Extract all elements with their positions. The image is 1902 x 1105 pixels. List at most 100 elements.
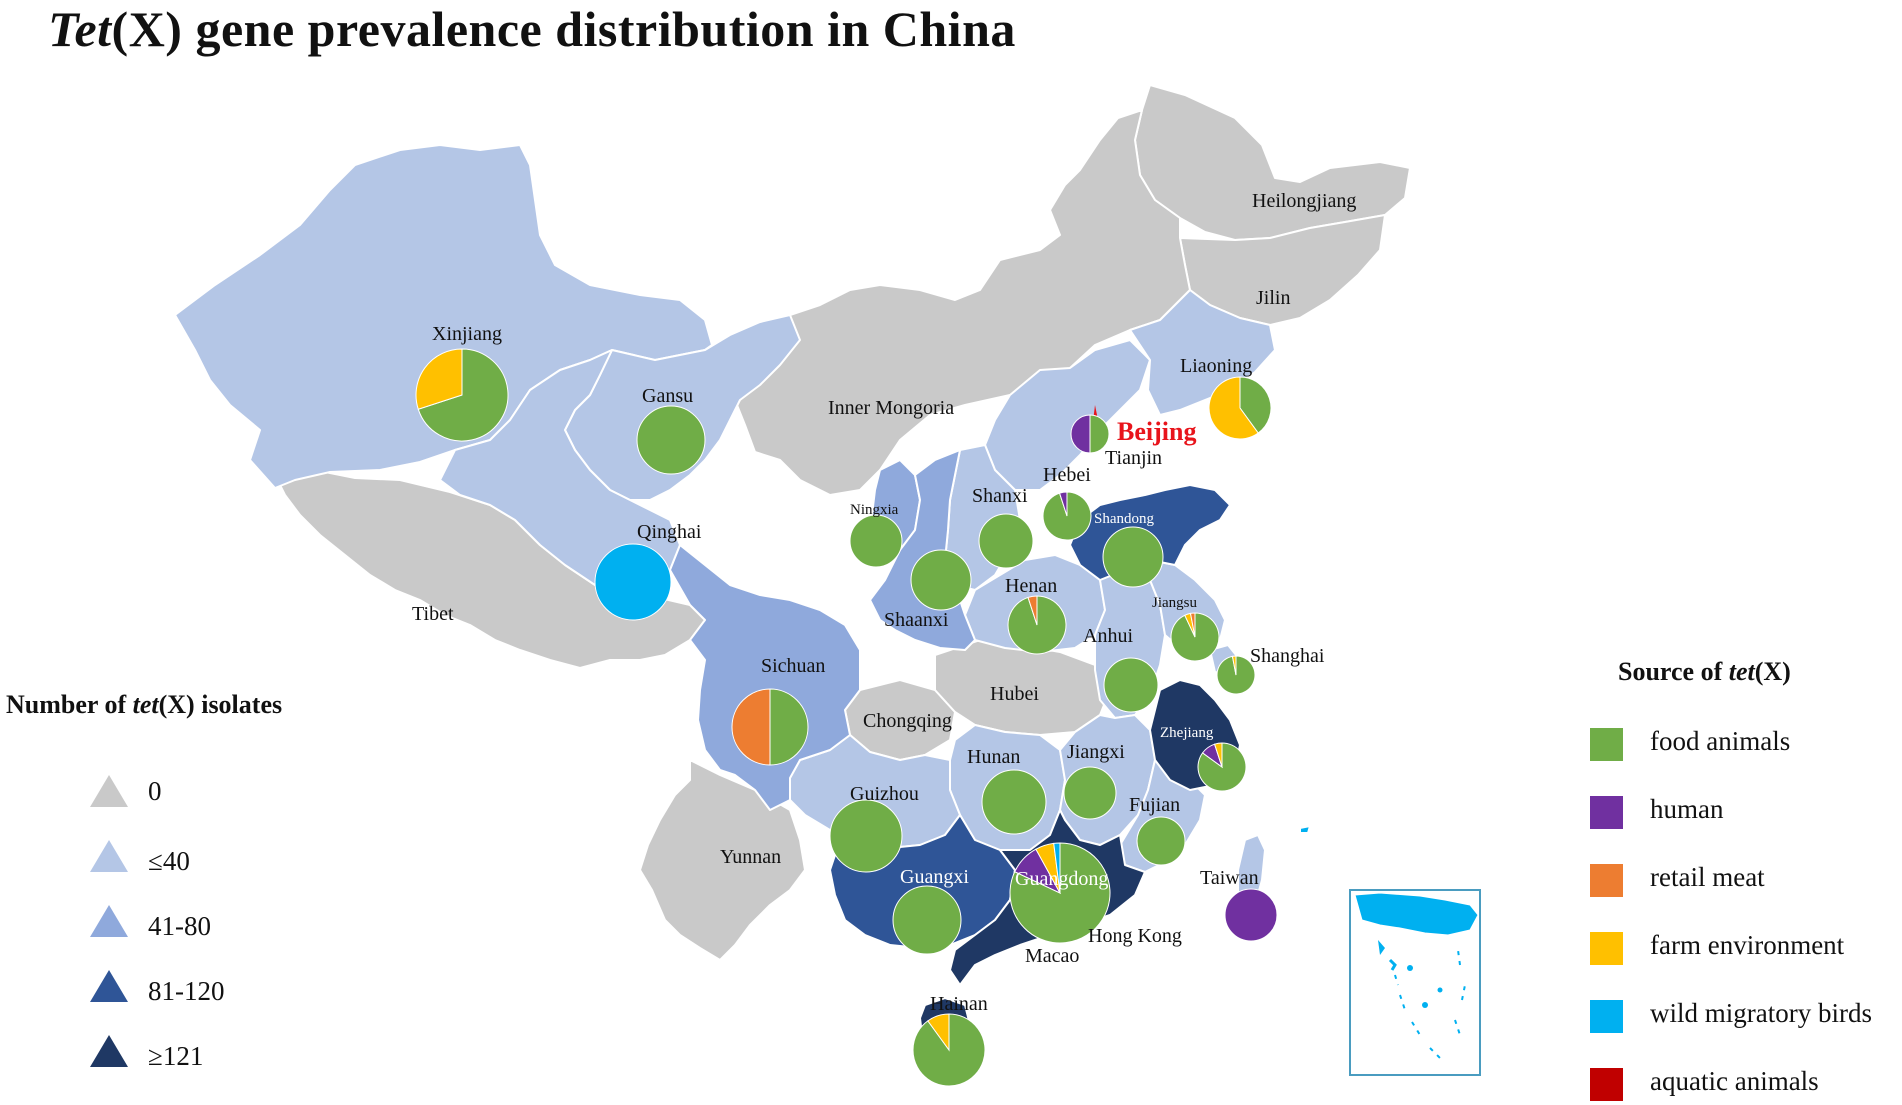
pie-xinjiang bbox=[415, 348, 509, 442]
pie-slice-hebei-human bbox=[1058, 491, 1068, 517]
pie-gansu bbox=[636, 405, 706, 475]
legend-label-food-animals: food animals bbox=[1650, 726, 1791, 756]
label-hong-kong: Hong Kong bbox=[1088, 925, 1182, 947]
label-gansu: Gansu bbox=[642, 385, 693, 407]
legend-swatch-farm-environment bbox=[1590, 932, 1623, 965]
legend-swatch-human bbox=[1590, 796, 1623, 829]
map-title: Tet(X) gene prevalence distribution in C… bbox=[48, 1, 1016, 57]
pie-slice-beijing-human bbox=[1070, 414, 1091, 454]
label-zhejiang: Zhejiang bbox=[1160, 725, 1214, 741]
label-henan: Henan bbox=[1005, 575, 1057, 597]
label-heilongjiang: Heilongjiang bbox=[1252, 190, 1356, 212]
label-hebei: Hebei bbox=[1043, 464, 1091, 486]
pie-hebei bbox=[1042, 491, 1092, 541]
legend-triangle-ge121 bbox=[90, 1035, 128, 1067]
legend-label-aquatic-animals: aquatic animals bbox=[1650, 1066, 1819, 1096]
pie-slice-taiwan-human bbox=[1224, 888, 1278, 942]
pie-slice-zhejiang-farm-environment bbox=[1213, 742, 1223, 768]
south-china-sea-inset bbox=[1349, 889, 1481, 1076]
pie-qinghai bbox=[594, 543, 672, 621]
legend-swatch-aquatic-animals bbox=[1590, 1068, 1623, 1101]
pie-slice-liaoning-farm-environment bbox=[1208, 376, 1259, 440]
legend-swatch-food-animals bbox=[1590, 728, 1623, 761]
isolates-legend-title: Number of tet(X) isolates bbox=[6, 690, 283, 719]
region-sichuan bbox=[669, 544, 861, 811]
pie-slice-fujian-food-animals bbox=[1136, 816, 1186, 866]
pie-slice-jiangxi-food-animals bbox=[1063, 766, 1117, 820]
pie-hainan bbox=[912, 1013, 986, 1087]
label-chongqing: Chongqing bbox=[863, 710, 952, 732]
pie-henan bbox=[1007, 595, 1067, 655]
pie-guizhou bbox=[829, 799, 903, 873]
label-fujian: Fujian bbox=[1129, 794, 1180, 816]
legend-triangle-81-120 bbox=[90, 970, 128, 1002]
label-qinghai: Qinghai bbox=[637, 521, 702, 543]
legend-label-farm-environment: farm environment bbox=[1650, 930, 1845, 960]
pie-shanxi bbox=[978, 513, 1034, 569]
pie-slice-liaoning-food-animals bbox=[1239, 376, 1272, 434]
pie-slice-anhui-food-animals bbox=[1103, 657, 1159, 713]
legend-triangle-0 bbox=[90, 775, 128, 807]
legend-label-0: 0 bbox=[148, 776, 162, 806]
pie-slice-guangxi-food-animals bbox=[892, 885, 962, 955]
pie-slice-sichuan-food-animals bbox=[769, 688, 809, 766]
pie-shaanxi bbox=[910, 549, 972, 611]
label-jiangxi: Jiangxi bbox=[1067, 741, 1125, 763]
pie-slice-hainan-farm-environment bbox=[927, 1013, 950, 1052]
pie-slice-guizhou-food-animals bbox=[829, 799, 903, 873]
label-hunan: Hunan bbox=[967, 746, 1020, 768]
pie-slice-hunan-food-animals bbox=[981, 769, 1047, 835]
pie-slice-shanghai-farm-environment bbox=[1231, 655, 1237, 676]
label-jilin: Jilin bbox=[1256, 287, 1290, 309]
label-guizhou: Guizhou bbox=[850, 783, 919, 805]
pie-slice-guangdong-wild-migratory-birds bbox=[1053, 842, 1061, 894]
pie-slice-xinjiang-food-animals bbox=[417, 348, 509, 442]
pie-slice-ningxia-food-animals bbox=[849, 514, 903, 568]
label-guangdong: Guangdong bbox=[1015, 868, 1108, 890]
region-liaoning bbox=[1129, 289, 1276, 416]
pie-slice-xinjiang-farm-environment bbox=[415, 348, 463, 410]
pie-zhejiang bbox=[1197, 742, 1247, 792]
label-hainan: Hainan bbox=[930, 993, 988, 1015]
legend-label-ge121: ≥121 bbox=[148, 1041, 204, 1071]
region-islet bbox=[1299, 825, 1311, 834]
pie-slice-gansu-food-animals bbox=[636, 405, 706, 475]
label-yunnan: Yunnan bbox=[720, 846, 781, 868]
label-shandong: Shandong bbox=[1094, 511, 1155, 527]
pie-beijing bbox=[1070, 414, 1110, 454]
pie-liaoning bbox=[1208, 376, 1272, 440]
label-tianjin: Tianjin bbox=[1105, 447, 1162, 469]
pie-taiwan bbox=[1224, 888, 1278, 942]
label-tibet: Tibet bbox=[412, 603, 454, 625]
pie-slice-henan-food-animals bbox=[1007, 595, 1067, 655]
pie-hunan bbox=[981, 769, 1047, 835]
pie-slice-sichuan-retail-meat bbox=[731, 688, 771, 766]
legend-label-81-120: 81-120 bbox=[148, 976, 225, 1006]
pie-ningxia bbox=[849, 514, 903, 568]
pie-slice-shandong-food-animals bbox=[1102, 526, 1164, 588]
label-anhui: Anhui bbox=[1083, 625, 1133, 647]
beijing-label: Beijing bbox=[1117, 417, 1196, 446]
label-shanxi: Shanxi bbox=[972, 485, 1028, 507]
source-legend-title: Source of tet(X) bbox=[1618, 657, 1791, 686]
label-hubei: Hubei bbox=[990, 683, 1039, 705]
label-guangxi: Guangxi bbox=[900, 866, 969, 888]
legend-swatch-retail-meat bbox=[1590, 864, 1623, 897]
legend-label-wild-migratory-birds: wild migratory birds bbox=[1650, 998, 1872, 1028]
label-shaanxi: Shaanxi bbox=[884, 609, 949, 631]
pie-sichuan bbox=[731, 688, 809, 766]
pie-guangdong bbox=[1009, 842, 1111, 944]
source-pies bbox=[415, 348, 1278, 1087]
pie-slice-jiangsu-retail-meat bbox=[1189, 612, 1196, 638]
label-ningxia: Ningxia bbox=[850, 502, 899, 518]
region-hebei bbox=[984, 339, 1151, 491]
pie-guangxi bbox=[892, 885, 962, 955]
legend-swatch-wild-migratory-birds bbox=[1590, 1000, 1623, 1033]
pie-fujian bbox=[1136, 816, 1186, 866]
pie-slice-henan-retail-meat bbox=[1027, 595, 1038, 626]
label-macao: Macao bbox=[1025, 945, 1079, 967]
legend-label-le40: ≤40 bbox=[148, 846, 190, 876]
legend-triangle-41-80 bbox=[90, 905, 128, 937]
label-inner-mongolia: Inner Mongoria bbox=[828, 397, 954, 419]
